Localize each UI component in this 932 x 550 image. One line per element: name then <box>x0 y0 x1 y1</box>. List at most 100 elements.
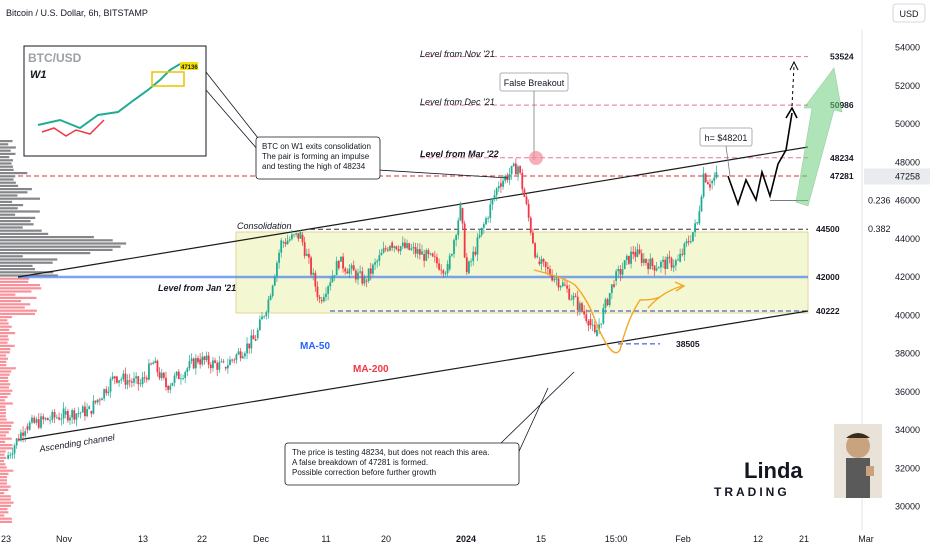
candle-body <box>218 362 221 370</box>
candle-body <box>145 377 148 380</box>
volume-profile-bar <box>0 485 11 488</box>
candle-body <box>348 268 351 274</box>
projection-dashed-arrowhead <box>789 60 799 71</box>
projection-zigzag <box>727 149 787 207</box>
y-tick-label: 40000 <box>895 310 920 320</box>
candle-body <box>124 373 127 385</box>
candle-body <box>619 268 622 275</box>
volume-profile-bar <box>0 325 12 328</box>
level-price-label: 40222 <box>816 306 840 316</box>
candle-body <box>587 321 590 326</box>
candle-body <box>248 343 251 349</box>
candle-body <box>214 360 216 363</box>
candle-body <box>440 269 443 271</box>
volume-profile-bar <box>0 191 28 194</box>
candle-body <box>35 419 38 423</box>
x-tick-label: 11 <box>321 534 330 544</box>
candle-body <box>442 270 445 274</box>
candle-body <box>433 256 436 258</box>
candle-body <box>610 284 613 294</box>
candle-body <box>485 218 487 225</box>
candle-body <box>480 227 483 235</box>
candle-body <box>410 248 413 250</box>
volume-profile-bar <box>0 418 7 421</box>
candle-body <box>489 204 492 219</box>
candle-body <box>53 411 56 418</box>
annotation-w1-line2: The pair is forming an impulse <box>262 152 370 161</box>
candle-body <box>329 282 332 287</box>
false-breakout-marker <box>529 151 543 165</box>
currency-button[interactable] <box>892 3 926 23</box>
candle-body <box>77 413 80 414</box>
y-tick-label: 46000 <box>895 196 920 206</box>
current-price-tag <box>864 168 930 185</box>
candle-body <box>51 411 54 420</box>
inset-weekly-chart: BTC/USD W1 47136 <box>23 45 207 157</box>
candle-body <box>226 365 229 369</box>
volume-profile-bar <box>0 460 5 463</box>
volume-profile <box>0 140 127 523</box>
volume-profile-bar <box>0 236 94 239</box>
candle-body <box>350 265 353 269</box>
x-axis[interactable]: 23 Nov 13 22 Dec 11 20 2024 15 15:00 Feb 12 21 Mar <box>1 534 874 544</box>
candle-body <box>160 372 163 379</box>
candle-body <box>581 303 583 312</box>
annotation-bottom-line1: The price is testing 48234, but does not… <box>292 448 489 457</box>
candle-body <box>416 249 419 254</box>
candle-body <box>557 278 560 288</box>
volume-profile-bar <box>0 380 9 383</box>
candle-body <box>244 353 246 357</box>
candle-body <box>98 399 101 401</box>
candle-body <box>660 261 662 268</box>
volume-profile-bar <box>0 421 14 424</box>
volume-profile-bar <box>0 514 5 517</box>
candle-body <box>551 275 554 281</box>
volume-profile-bar <box>0 319 8 322</box>
x-tick-label: Feb <box>675 534 691 544</box>
chart-title: Bitcoin / U.S. Dollar, 6h, BITSTAMP <box>6 8 148 18</box>
candle-body <box>122 373 125 380</box>
candle-body <box>190 358 193 362</box>
candle-body <box>459 203 462 221</box>
volume-profile-bar <box>0 434 6 437</box>
volume-profile-bar <box>0 197 40 200</box>
x-tick-label: 12 <box>753 534 763 544</box>
candle-body <box>314 272 317 287</box>
current-price-label: 47258 <box>895 171 920 181</box>
volume-profile-bar <box>0 453 5 456</box>
candle-body <box>316 286 319 298</box>
candle-body <box>613 284 615 287</box>
volume-profile-bar <box>0 152 16 155</box>
x-tick-label: 13 <box>138 534 148 544</box>
candle-body <box>71 410 74 418</box>
candle-body <box>427 250 430 255</box>
volume-profile-bar <box>0 316 12 319</box>
candle-body <box>84 406 86 417</box>
callout-line-2 <box>205 89 259 151</box>
x-tick-label: Nov <box>56 534 73 544</box>
candle-body <box>237 351 240 355</box>
volume-profile-bar <box>0 354 7 357</box>
candle-body <box>382 248 385 253</box>
level-label-mar22: Level from Mar '22 <box>420 149 499 159</box>
candle-body <box>7 455 10 459</box>
candle-body <box>203 356 206 361</box>
candle-body <box>376 260 379 263</box>
candle-body <box>269 295 272 300</box>
candle-body <box>709 184 711 188</box>
volume-profile-bar <box>0 392 11 395</box>
candle-body <box>293 234 295 236</box>
candle-body <box>602 308 605 324</box>
candle-body <box>527 203 530 218</box>
currency-label[interactable]: USD <box>899 9 919 19</box>
candle-body <box>493 195 496 199</box>
y-axis[interactable]: 30000 32000 34000 36000 38000 40000 42000 44000… <box>861 30 930 530</box>
candle-body <box>320 299 323 302</box>
candle-body <box>713 177 716 181</box>
candle-body <box>199 359 202 365</box>
candle-body <box>431 253 434 257</box>
candle-body <box>689 241 692 243</box>
volume-profile-bar <box>0 360 7 363</box>
height-label: h= $48201 <box>705 133 748 143</box>
